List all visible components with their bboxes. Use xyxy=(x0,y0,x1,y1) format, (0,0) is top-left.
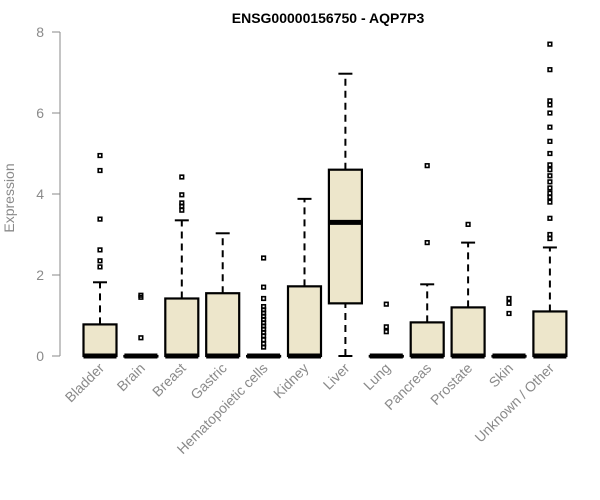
x-tick-label: Skin xyxy=(486,360,517,391)
y-tick-label: 2 xyxy=(36,267,44,283)
outlier-point xyxy=(547,215,553,221)
outlier-point xyxy=(97,247,103,253)
outlier-point xyxy=(547,185,553,191)
outlier-point xyxy=(260,284,267,290)
outlier-point xyxy=(506,295,512,302)
iqr-box xyxy=(327,168,363,305)
iqr-box xyxy=(164,297,200,358)
box-group xyxy=(246,255,282,359)
outlier-point xyxy=(547,235,553,242)
outlier-point xyxy=(547,138,553,144)
outlier-point xyxy=(260,255,267,261)
box-group xyxy=(409,163,445,359)
box-group xyxy=(368,301,404,359)
outlier-point xyxy=(547,110,553,116)
x-tick-label: Lung xyxy=(360,360,393,393)
outlier-point xyxy=(547,162,553,168)
outlier-point xyxy=(97,258,103,264)
y-axis-label: Expression xyxy=(1,163,17,232)
x-tick-label: Bladder xyxy=(62,360,108,406)
outlier-point xyxy=(97,167,103,174)
iqr-box xyxy=(532,310,568,358)
x-tick-label: Liver xyxy=(320,360,353,393)
outlier-point xyxy=(260,295,267,302)
box-group xyxy=(327,72,363,357)
box-group xyxy=(164,174,200,359)
outlier-point xyxy=(260,303,267,310)
outlier-point xyxy=(138,335,144,341)
box-group xyxy=(286,197,323,359)
chart-title: ENSG00000156750 - AQP7P3 xyxy=(232,10,425,26)
outlier-point xyxy=(97,216,103,222)
y-tick-label: 4 xyxy=(36,186,44,202)
box-group xyxy=(491,295,527,359)
outlier-point xyxy=(547,98,553,104)
outlier-point xyxy=(383,324,389,330)
box-group xyxy=(532,41,568,359)
outlier-point xyxy=(179,192,185,198)
outlier-point xyxy=(506,310,512,317)
outlier-point xyxy=(97,152,103,159)
box-group xyxy=(82,152,118,359)
iqr-box xyxy=(82,323,118,358)
outlier-point xyxy=(547,190,553,196)
outlier-point xyxy=(547,173,553,179)
outlier-point xyxy=(506,300,512,306)
box-group xyxy=(123,292,159,359)
outlier-point xyxy=(179,174,185,180)
outlier-point xyxy=(547,199,553,205)
outlier-point xyxy=(547,231,553,238)
x-tick-label: Breast xyxy=(149,360,189,400)
outlier-point xyxy=(547,41,553,47)
outlier-point xyxy=(465,221,471,227)
y-tick-label: 0 xyxy=(36,348,44,364)
outlier-point xyxy=(547,102,553,108)
outlier-point xyxy=(179,207,185,213)
box-group xyxy=(205,232,241,359)
y-axis-ticks: 0 2 4 6 8 xyxy=(36,24,60,364)
outlier-point xyxy=(547,124,553,130)
outlier-point xyxy=(260,341,267,347)
outlier-point xyxy=(97,264,103,270)
iqr-box xyxy=(409,321,445,358)
iqr-box xyxy=(205,292,241,358)
outlier-point xyxy=(547,194,553,200)
boxes-layer xyxy=(82,41,568,359)
outlier-point xyxy=(383,329,389,335)
y-tick-label: 6 xyxy=(36,105,44,121)
box-group xyxy=(450,221,486,359)
y-tick-label: 8 xyxy=(36,24,44,40)
outlier-point xyxy=(138,292,144,298)
iqr-box xyxy=(450,306,486,358)
x-tick-label: Brain xyxy=(114,360,148,394)
iqr-box xyxy=(286,285,323,358)
x-tick-label: Prostate xyxy=(427,360,475,408)
outlier-point xyxy=(179,200,185,206)
outlier-point xyxy=(547,67,553,73)
outlier-point xyxy=(547,167,553,173)
outlier-point xyxy=(383,301,389,307)
outlier-point xyxy=(547,179,553,185)
outlier-point xyxy=(424,163,430,169)
outlier-point xyxy=(547,150,553,157)
outlier-point xyxy=(260,337,267,343)
outlier-point xyxy=(424,240,430,246)
x-tick-label: Kidney xyxy=(270,360,312,402)
